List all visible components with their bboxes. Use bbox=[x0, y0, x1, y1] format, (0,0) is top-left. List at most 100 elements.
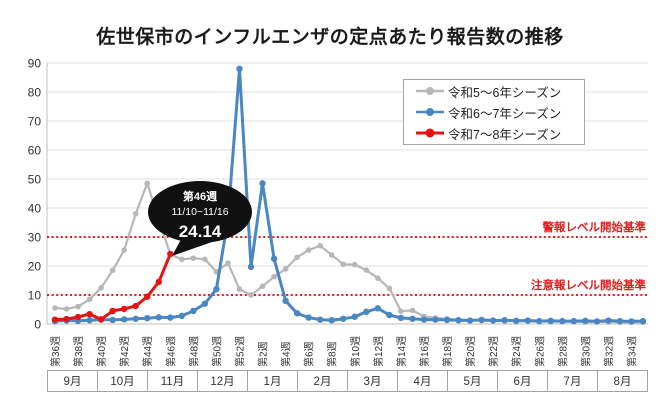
week-tick-label: 第12週 bbox=[372, 336, 385, 367]
week-tick-label: 第8週 bbox=[326, 341, 339, 367]
week-tick-label: 第34週 bbox=[626, 336, 639, 367]
data-point bbox=[190, 255, 197, 261]
month-cell: 2月 bbox=[298, 371, 348, 391]
legend-swatch-gray-icon bbox=[416, 87, 444, 95]
data-point bbox=[167, 314, 174, 321]
week-tick-label: 第16週 bbox=[418, 336, 431, 367]
week-tick-label: 第50週 bbox=[210, 336, 223, 367]
data-point bbox=[179, 256, 185, 263]
callout-tail bbox=[172, 234, 212, 256]
y-tick-label: 80 bbox=[28, 86, 42, 100]
data-point bbox=[63, 315, 70, 323]
data-point bbox=[305, 247, 312, 253]
data-point bbox=[270, 255, 278, 262]
data-point bbox=[63, 306, 70, 312]
data-point bbox=[375, 275, 381, 281]
data-point bbox=[86, 310, 93, 318]
week-tick-label: 第24週 bbox=[510, 336, 523, 367]
data-point bbox=[213, 286, 220, 293]
data-point bbox=[294, 254, 300, 261]
data-point bbox=[466, 317, 474, 324]
data-point bbox=[489, 317, 497, 324]
data-point bbox=[86, 317, 93, 324]
data-point bbox=[144, 293, 151, 300]
week-tick-label: 第20週 bbox=[464, 336, 477, 367]
data-point bbox=[74, 313, 82, 321]
data-point bbox=[524, 317, 531, 324]
data-point bbox=[120, 316, 128, 323]
week-tick-label: 第52週 bbox=[233, 336, 246, 367]
data-point bbox=[582, 317, 589, 325]
week-tick-label: 第38週 bbox=[72, 336, 85, 367]
week-tick-label: 第14週 bbox=[395, 336, 408, 367]
week-tick-label: 第10週 bbox=[349, 336, 362, 367]
y-tick-label: 90 bbox=[28, 57, 42, 71]
data-point bbox=[144, 315, 151, 322]
data-point bbox=[386, 285, 393, 292]
week-axis-labels: 第36週 第38週 第40週 第42週 第44週 第46週 第48週 第50週 第52週 第2週第… bbox=[49, 336, 639, 367]
data-point bbox=[386, 311, 393, 319]
legend-swatch-red-icon bbox=[416, 128, 444, 138]
y-tick-label: 40 bbox=[28, 202, 42, 216]
series-line-1 bbox=[53, 67, 645, 323]
data-point bbox=[97, 316, 105, 323]
data-point bbox=[51, 316, 59, 323]
data-point bbox=[501, 317, 508, 324]
data-point bbox=[363, 308, 370, 316]
data-point bbox=[132, 211, 139, 217]
week-tick-label: 第36週 bbox=[49, 336, 62, 367]
y-tick-label: 20 bbox=[28, 260, 42, 274]
data-point bbox=[305, 314, 312, 321]
data-point bbox=[144, 180, 151, 187]
data-point bbox=[340, 315, 347, 322]
callout-bubble bbox=[148, 181, 252, 243]
legend-item-season-r7-8: 令和7〜8年シーズン bbox=[414, 124, 578, 143]
week-tick-label: 第18週 bbox=[441, 336, 454, 367]
caution-threshold-label: 注意報レベル開始基準 bbox=[531, 280, 646, 292]
y-tick-label: 10 bbox=[28, 289, 42, 303]
callout-week-label: 第46週 bbox=[183, 189, 217, 203]
week-tick-label: 第4週 bbox=[280, 341, 293, 367]
legend-label: 令和6〜7年シーズン bbox=[448, 106, 562, 121]
legend: 令和5〜6年シーズン 令和6〜7年シーズン 令和7〜8年シーズン bbox=[403, 79, 585, 145]
week-tick-label: 第48週 bbox=[187, 336, 200, 367]
y-tick-label: 30 bbox=[28, 231, 42, 245]
annotation-callout: 第46週 11/10~11/16 24.14 bbox=[148, 181, 252, 256]
data-point bbox=[351, 261, 358, 268]
data-point bbox=[570, 317, 578, 325]
data-point bbox=[432, 316, 439, 323]
data-point bbox=[282, 266, 289, 272]
data-point bbox=[443, 316, 451, 324]
week-tick-label: 第40週 bbox=[95, 336, 108, 367]
threshold-dotted-lines bbox=[47, 236, 648, 296]
data-point bbox=[397, 314, 405, 322]
month-cell: 7月 bbox=[548, 371, 598, 391]
y-tick-label: 0 bbox=[34, 318, 41, 332]
series-markers-2 bbox=[51, 250, 174, 323]
data-point bbox=[363, 267, 370, 273]
data-point bbox=[109, 267, 116, 274]
week-tick-label: 第32週 bbox=[602, 336, 615, 367]
week-tick-label: 第6週 bbox=[303, 341, 316, 367]
week-tick-label: 第46週 bbox=[164, 336, 177, 367]
chart-title: 佐世保市のインフルエンザの定点あたり報告数の推移 bbox=[96, 27, 564, 48]
data-point bbox=[328, 317, 335, 324]
month-axis: 9月 10月 11月 12月 1月 2月 3月 4月 5月 6月 7月 8月 bbox=[47, 370, 648, 392]
legend-item-season-r5-6: 令和5〜6年シーズン bbox=[414, 82, 578, 101]
data-point bbox=[409, 315, 416, 322]
month-cell: 11月 bbox=[148, 371, 198, 391]
data-point bbox=[247, 263, 255, 271]
data-point bbox=[86, 296, 93, 303]
week-tick-label: 第22週 bbox=[487, 336, 500, 367]
data-point bbox=[616, 317, 624, 325]
data-point bbox=[547, 317, 554, 325]
data-point bbox=[202, 256, 208, 263]
month-cell: 5月 bbox=[448, 371, 498, 391]
week-tick-label: 第30週 bbox=[579, 336, 592, 367]
data-point bbox=[121, 247, 127, 253]
data-point bbox=[259, 283, 266, 290]
data-point bbox=[398, 308, 404, 315]
data-point bbox=[259, 180, 266, 187]
